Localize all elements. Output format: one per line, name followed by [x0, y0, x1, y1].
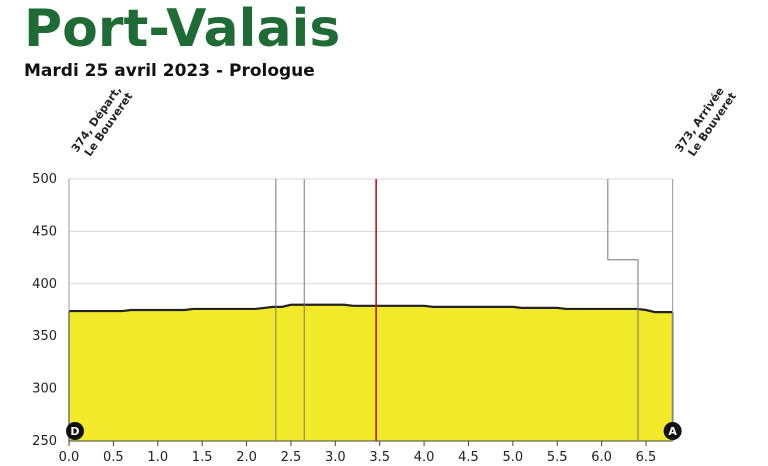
y-tick-label: 350 [32, 329, 57, 344]
x-tick-label: 6.5 [636, 450, 657, 465]
chart-title: Port-Valais [24, 0, 340, 59]
x-tick-label: 3.5 [369, 450, 390, 465]
x-tick-label: 2.5 [281, 450, 302, 465]
area [69, 304, 673, 441]
profile-line [69, 303, 673, 314]
chart-subtitle: Mardi 25 avril 2023 - Prologue [24, 61, 315, 81]
endpoint-label: A [668, 425, 677, 438]
endpoint-badge [66, 422, 84, 440]
y-tick-label: 400 [32, 277, 57, 292]
x-tick-label: 5.5 [547, 450, 568, 465]
x-tick-label: 5.0 [503, 450, 524, 465]
x-tick-label: 3.0 [325, 450, 346, 465]
y-tick-label: 450 [32, 224, 57, 239]
endpoint-label: D [70, 425, 79, 438]
y-tick-label: 250 [32, 434, 57, 449]
x-tick-label: 1.5 [192, 450, 213, 465]
x-tick-label: 6.0 [591, 450, 612, 465]
x-tick-label: 4.5 [458, 450, 479, 465]
x-tick-label: 0.0 [59, 450, 80, 465]
x-tick-label: 0.5 [103, 450, 124, 465]
x-tick-label: 2.0 [236, 450, 257, 465]
step-line [607, 179, 639, 441]
x-tick-label: 1.0 [147, 450, 168, 465]
y-tick-label: 300 [32, 382, 57, 397]
y-tick-label: 500 [32, 172, 57, 187]
annotation: 374, Départ,Le Bouveret [69, 84, 136, 159]
endpoint-badge [663, 422, 682, 440]
x-tick-label: 4.0 [414, 450, 435, 465]
